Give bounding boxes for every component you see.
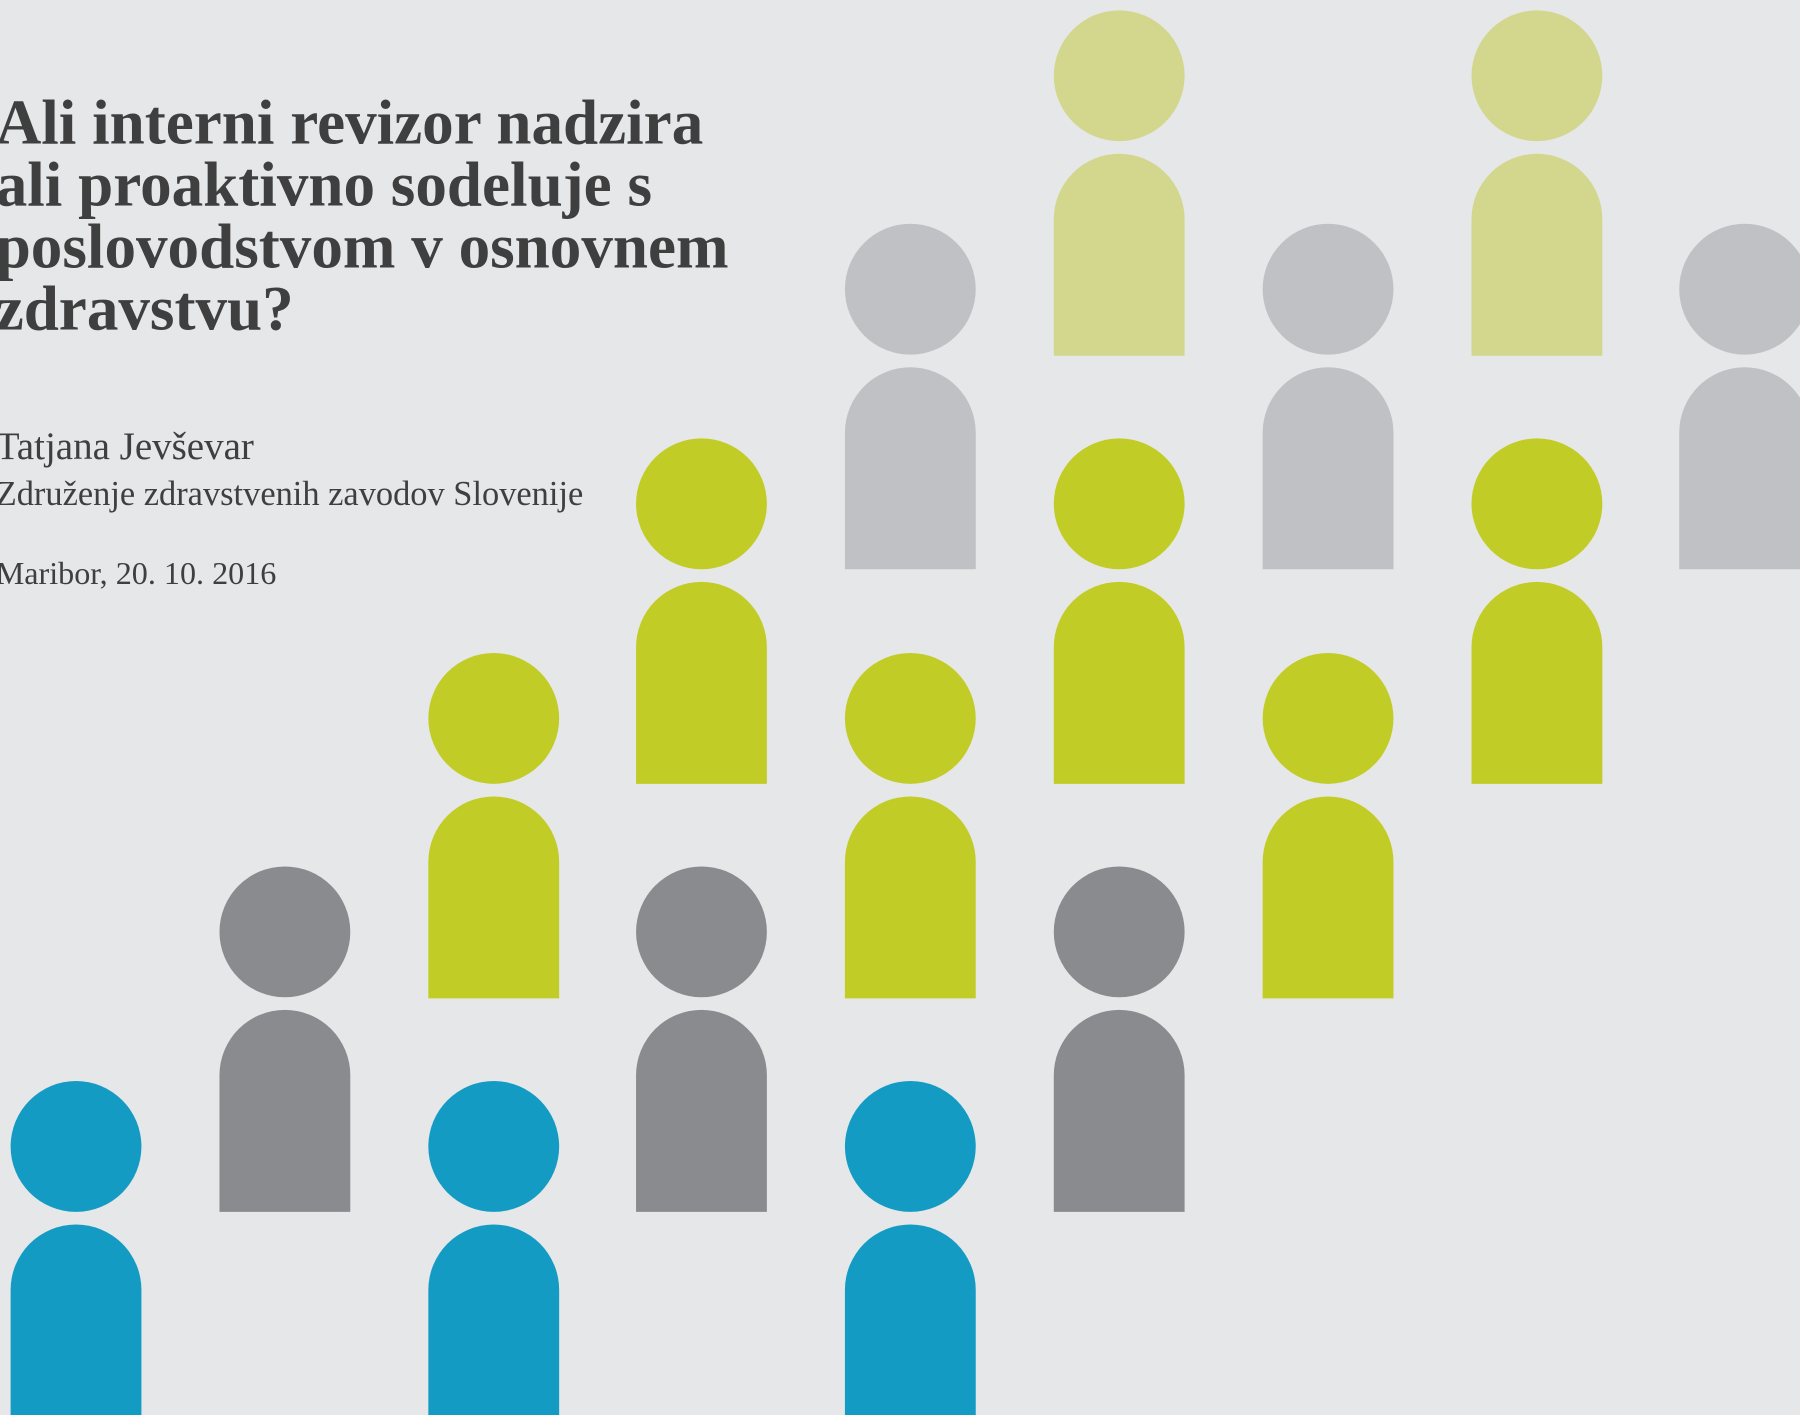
person-body — [636, 582, 767, 784]
person-head — [1054, 866, 1185, 997]
person-head — [1054, 10, 1185, 141]
place-date: Maribor, 20. 10. 2016 — [0, 555, 276, 591]
person-body — [1263, 367, 1394, 569]
person-head — [428, 653, 559, 784]
person-body — [845, 367, 976, 569]
person-body — [1054, 582, 1185, 784]
title-line: zdravstvu? — [0, 273, 294, 343]
person-head — [1263, 653, 1394, 784]
person-head — [845, 653, 976, 784]
person-body — [428, 796, 559, 998]
person-body — [11, 1224, 142, 1415]
person-head — [636, 866, 767, 997]
person-head — [428, 1081, 559, 1212]
organization: Združenje zdravstvenih zavodov Slovenije — [0, 475, 583, 513]
person-body — [1054, 1010, 1185, 1212]
title-line: ali proaktivno sodeluje s — [0, 149, 652, 219]
person-body — [845, 796, 976, 998]
person-body — [636, 1010, 767, 1212]
person-body — [1472, 154, 1603, 356]
person-body — [1263, 796, 1394, 998]
person-body — [1472, 582, 1603, 784]
person-head — [11, 1081, 142, 1212]
person-head — [1054, 438, 1185, 569]
person-body — [428, 1224, 559, 1415]
person-head — [636, 438, 767, 569]
person-body — [845, 1224, 976, 1415]
author: Tatjana Jevševar — [0, 425, 254, 468]
person-head — [1472, 438, 1603, 569]
title-line: Ali interni revizor nadzira — [0, 87, 703, 157]
person-head — [1472, 10, 1603, 141]
person-head — [1263, 224, 1394, 355]
person-head — [845, 224, 976, 355]
person-body — [1054, 154, 1185, 356]
slide: Ali interni revizor nadzira ali proaktiv… — [0, 0, 1800, 1415]
page: {"slide": { "title_lines": ["Ali interni… — [0, 0, 1800, 1415]
person-head — [845, 1081, 976, 1212]
title-line: poslovodstvom v osnovnem — [0, 211, 729, 281]
person-head — [219, 866, 350, 997]
person-body — [1679, 367, 1800, 569]
person-body — [219, 1010, 350, 1212]
